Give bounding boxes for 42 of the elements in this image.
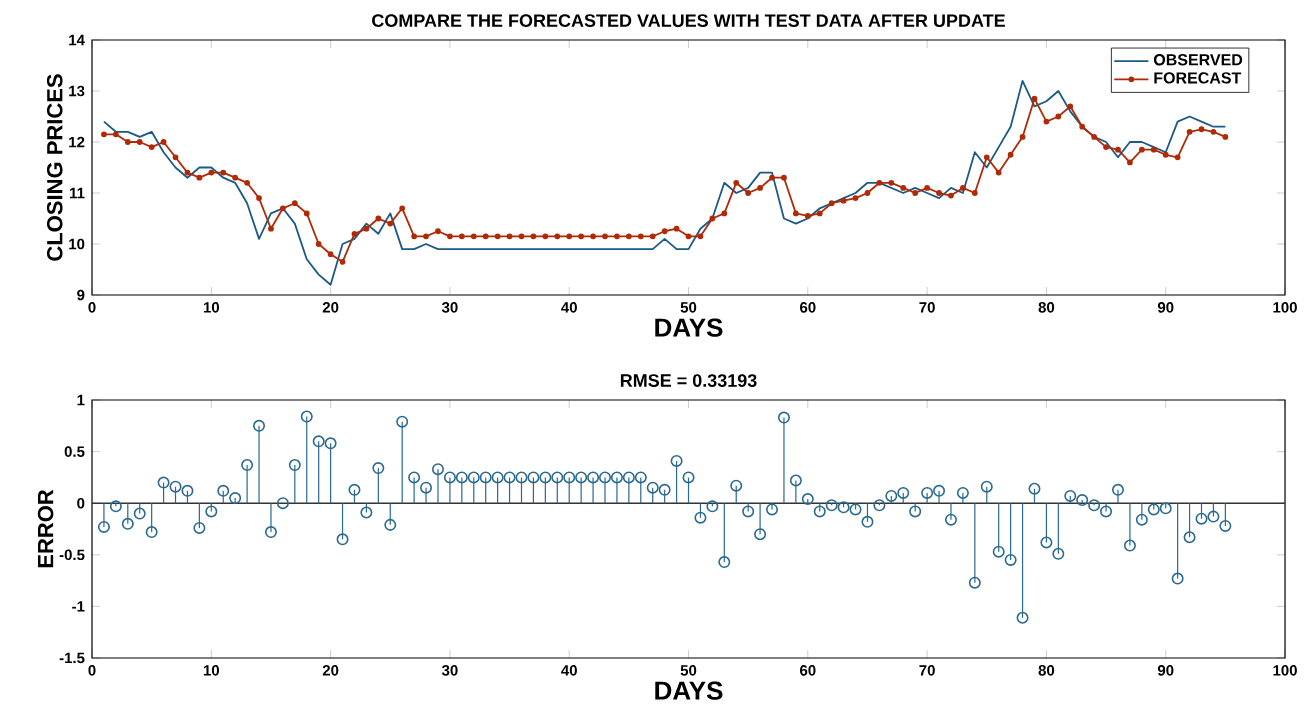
legend-label: OBSERVED: [1153, 54, 1243, 66]
y-tick-label: 13: [69, 85, 85, 97]
x-axis-title: DAYS: [655, 318, 723, 337]
x-tick-label: 100: [1273, 302, 1297, 313]
chart-title: RMSE = 0.33193: [620, 374, 757, 387]
y-tick-label: 14: [69, 34, 85, 46]
y-tick-label: 1: [77, 394, 85, 406]
x-tick-label: 10: [203, 302, 220, 313]
x-tick-label: 50: [680, 302, 697, 313]
x-tick-label: 0: [88, 665, 96, 676]
y-tick-label: 11: [70, 187, 85, 199]
chart-title: COMPARE THE FORECASTED VALUES WITH TEST DATA AFTER UPDATE: [372, 14, 1005, 27]
x-tick-label: 80: [1038, 302, 1055, 313]
x-tick-label: 60: [800, 302, 816, 313]
y-tick-label: -1: [72, 601, 85, 612]
y-tick-label: 0.5: [64, 446, 85, 457]
y-tick-label: 12: [69, 136, 85, 148]
x-tick-label: 20: [322, 665, 339, 676]
y-tick-label: 10: [69, 238, 85, 250]
x-tick-label: 100: [1273, 665, 1297, 676]
y-tick-label: -1.5: [59, 652, 85, 664]
y-tick-label: -0.5: [59, 549, 85, 561]
x-tick-label: 20: [322, 302, 339, 313]
x-tick-label: 50: [680, 665, 697, 676]
x-tick-label: 40: [561, 302, 577, 313]
x-tick-label: 0: [88, 302, 96, 313]
x-axis-title: DAYS: [655, 681, 723, 700]
x-tick-label: 60: [800, 665, 816, 676]
x-tick-label: 30: [441, 302, 458, 313]
x-tick-label: 80: [1038, 665, 1055, 676]
x-tick-label: 90: [1157, 302, 1174, 313]
y-axis-title: ERROR: [37, 489, 54, 568]
x-tick-label: 70: [919, 302, 935, 313]
x-tick-label: 30: [441, 665, 458, 676]
x-tick-label: 10: [203, 665, 220, 676]
legend-label: FORECAST: [1154, 72, 1242, 84]
y-tick-label: 9: [77, 289, 85, 301]
x-tick-label: 90: [1157, 665, 1174, 676]
y-tick-label: 0: [77, 497, 85, 509]
x-tick-label: 40: [561, 665, 577, 676]
y-axis-title: CLOSING PRICES: [46, 74, 63, 261]
x-tick-label: 70: [919, 665, 935, 676]
